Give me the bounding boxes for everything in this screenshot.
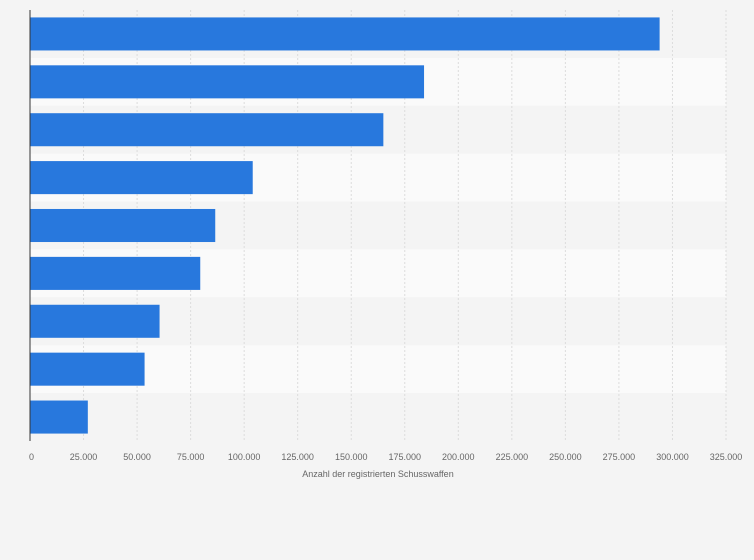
- x-tick-label: 75.000: [177, 452, 205, 462]
- bar: [30, 352, 145, 386]
- x-tick-label: 275.000: [603, 452, 636, 462]
- x-tick-label: 0: [29, 452, 34, 462]
- row-band: [30, 345, 726, 394]
- x-tick-label: 325.000: [710, 452, 743, 462]
- x-tick-label: 100.000: [228, 452, 261, 462]
- bar: [30, 400, 88, 434]
- x-tick-label: 200.000: [442, 452, 475, 462]
- x-tick-label: 225.000: [496, 452, 529, 462]
- x-tick-label: 25.000: [70, 452, 98, 462]
- x-tick-label: 175.000: [388, 452, 421, 462]
- x-tick-label: 125.000: [281, 452, 314, 462]
- x-tick-label: 250.000: [549, 452, 582, 462]
- bar: [30, 304, 160, 338]
- x-axis-title: Anzahl der registrierten Schusswaffen: [302, 469, 453, 479]
- x-axis-ticks: 0 25.000 50.000 75.000 100.000 125.000 150.000…: [29, 452, 742, 462]
- bars: [30, 17, 660, 434]
- bar: [30, 17, 660, 51]
- bar: [30, 256, 201, 290]
- row-band: [30, 393, 726, 441]
- bar: [30, 65, 425, 99]
- bar: [30, 161, 253, 195]
- bar: [30, 113, 384, 147]
- x-tick-label: 50.000: [123, 452, 151, 462]
- bar: [30, 208, 216, 243]
- x-tick-label: 150.000: [335, 452, 368, 462]
- x-tick-label: 300.000: [656, 452, 689, 462]
